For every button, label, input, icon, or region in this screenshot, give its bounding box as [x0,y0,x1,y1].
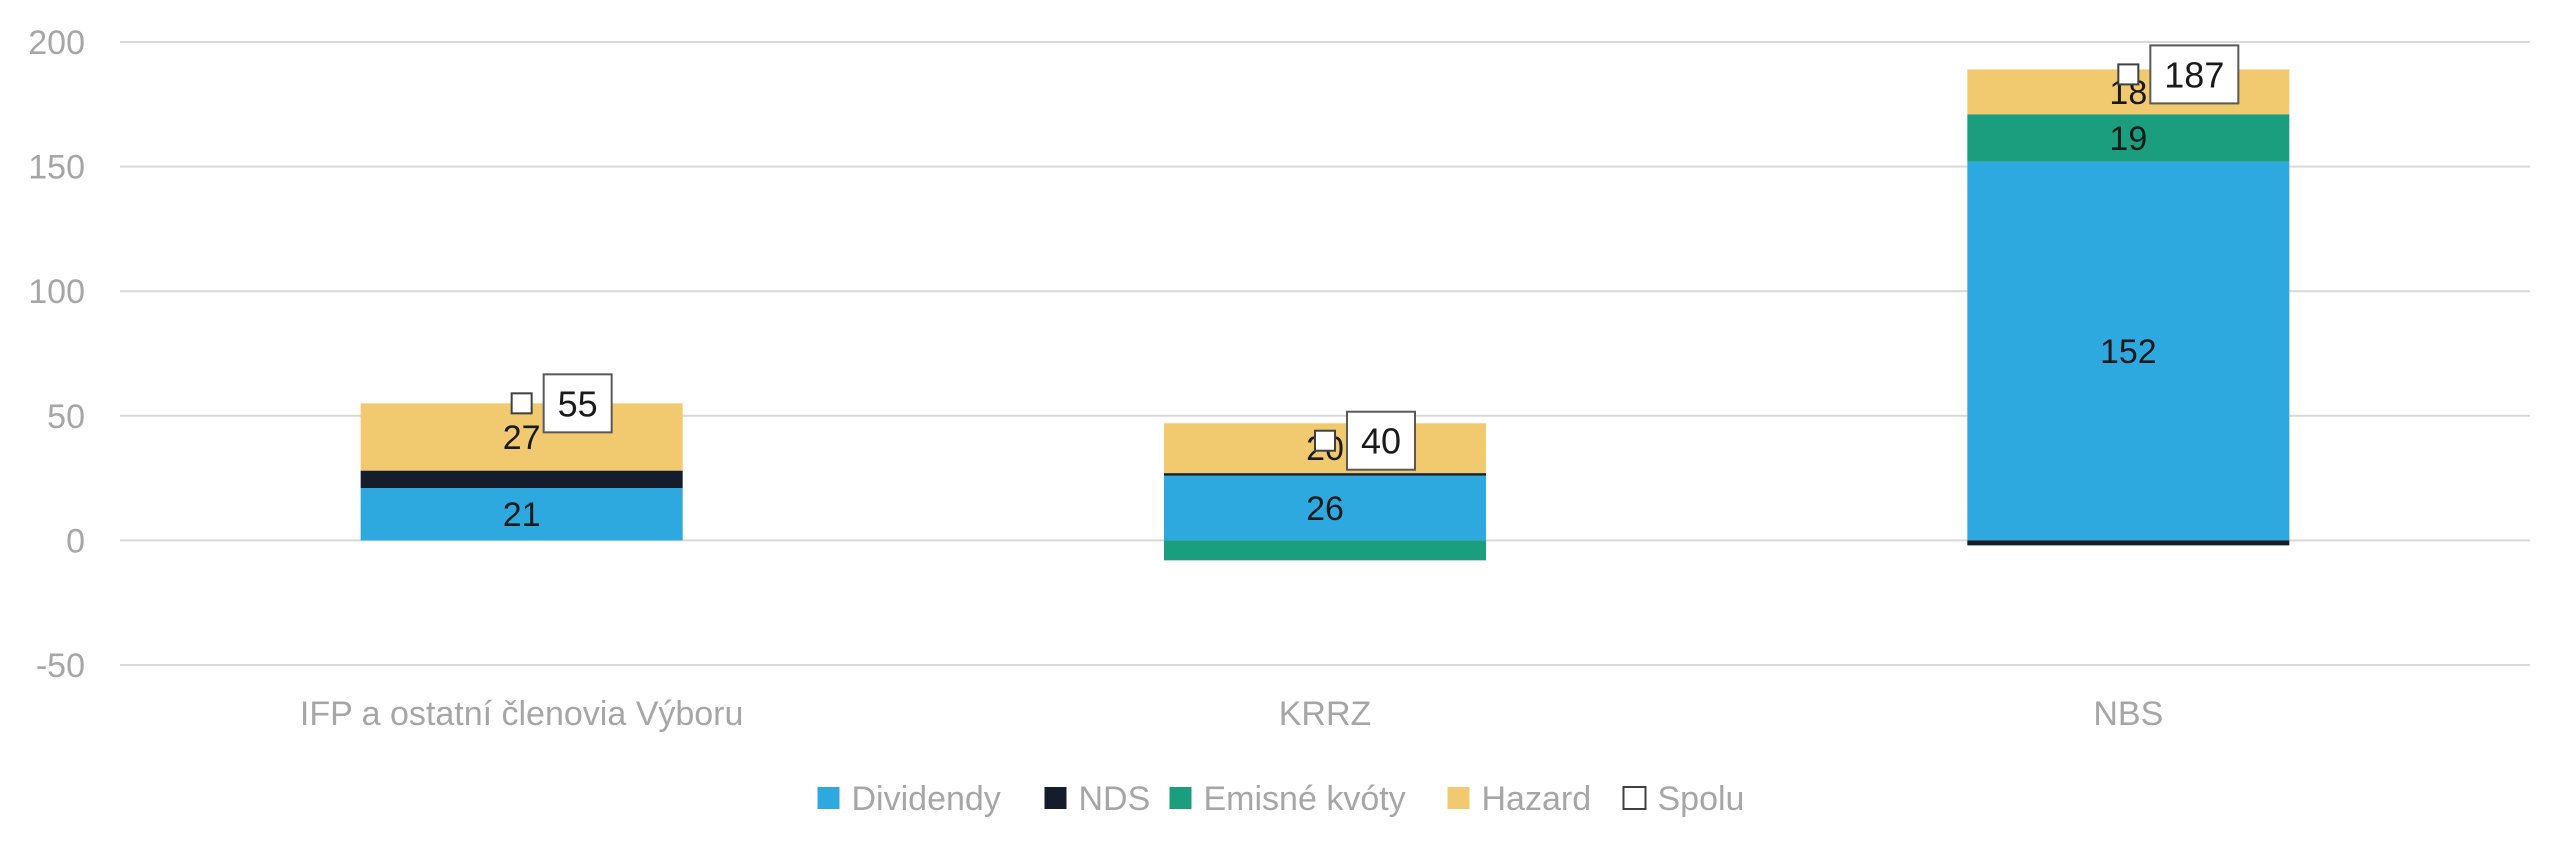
legend-label: Dividendy [852,780,1001,818]
x-category-label: NBS [2093,695,2163,733]
data-labels: 212726201521918 [503,74,2157,534]
total-label: 40 [1361,421,1401,462]
y-tick-label: 50 [47,398,85,436]
bar-segment-emisné-kvóty [1164,540,1486,561]
total-marker [2117,63,2140,86]
total-marker [1314,429,1336,452]
total-label: 55 [558,383,598,424]
y-tick-label: 100 [28,273,85,311]
bar-segment-dividendy [1967,161,2290,541]
data-label: 21 [503,496,541,534]
bar-segment-nds [1164,473,1486,476]
legend-swatch [1622,786,1647,810]
legend-label: Hazard [1482,780,1592,818]
bars [360,69,2290,561]
y-tick-label: 0 [66,522,85,560]
legend: Dividendy NDS Emisné kvóty Hazard Spolu [817,780,1745,818]
total-label-box [2149,44,2240,105]
total-marker [510,392,533,415]
x-category-label: KRRZ [1279,695,1372,733]
total-label-box [1346,410,1416,471]
y-tick-label: -50 [36,647,85,685]
legend-label: NDS [1079,780,1151,818]
y-tick-label: 150 [28,149,85,187]
y-axis-ticks: 200 150 100 50 0 -50 [28,24,85,685]
total-label-box [542,373,613,434]
legend-swatch [817,787,840,809]
legend-label: Spolu [1658,780,1745,818]
data-label: 27 [503,419,541,457]
x-category-label: IFP a ostatní členovia Výboru [300,695,744,733]
bar-segment-dividendy [1164,475,1486,541]
legend-label: Emisné kvóty [1204,780,1406,818]
data-label: 26 [1306,490,1344,528]
bar-segment-nds [1967,540,2290,546]
total-label: 187 [2164,54,2224,95]
x-axis-categories: IFP a ostatní členovia Výboru KRRZ NBS [300,695,2163,733]
legend-swatch [1044,787,1067,809]
total-markers: 55 40 187 [510,44,2240,471]
y-tick-label: 200 [28,24,85,62]
bar-segment-emisné-kvóty [1967,114,2290,162]
bar-segment-hazard [360,403,683,471]
data-label: 152 [2100,333,2157,371]
bar-segment-nds [360,470,683,489]
legend-swatch [1169,787,1192,809]
data-label: 19 [2109,120,2147,158]
legend-swatch [1447,787,1470,809]
bar-segment-dividendy [360,488,683,541]
